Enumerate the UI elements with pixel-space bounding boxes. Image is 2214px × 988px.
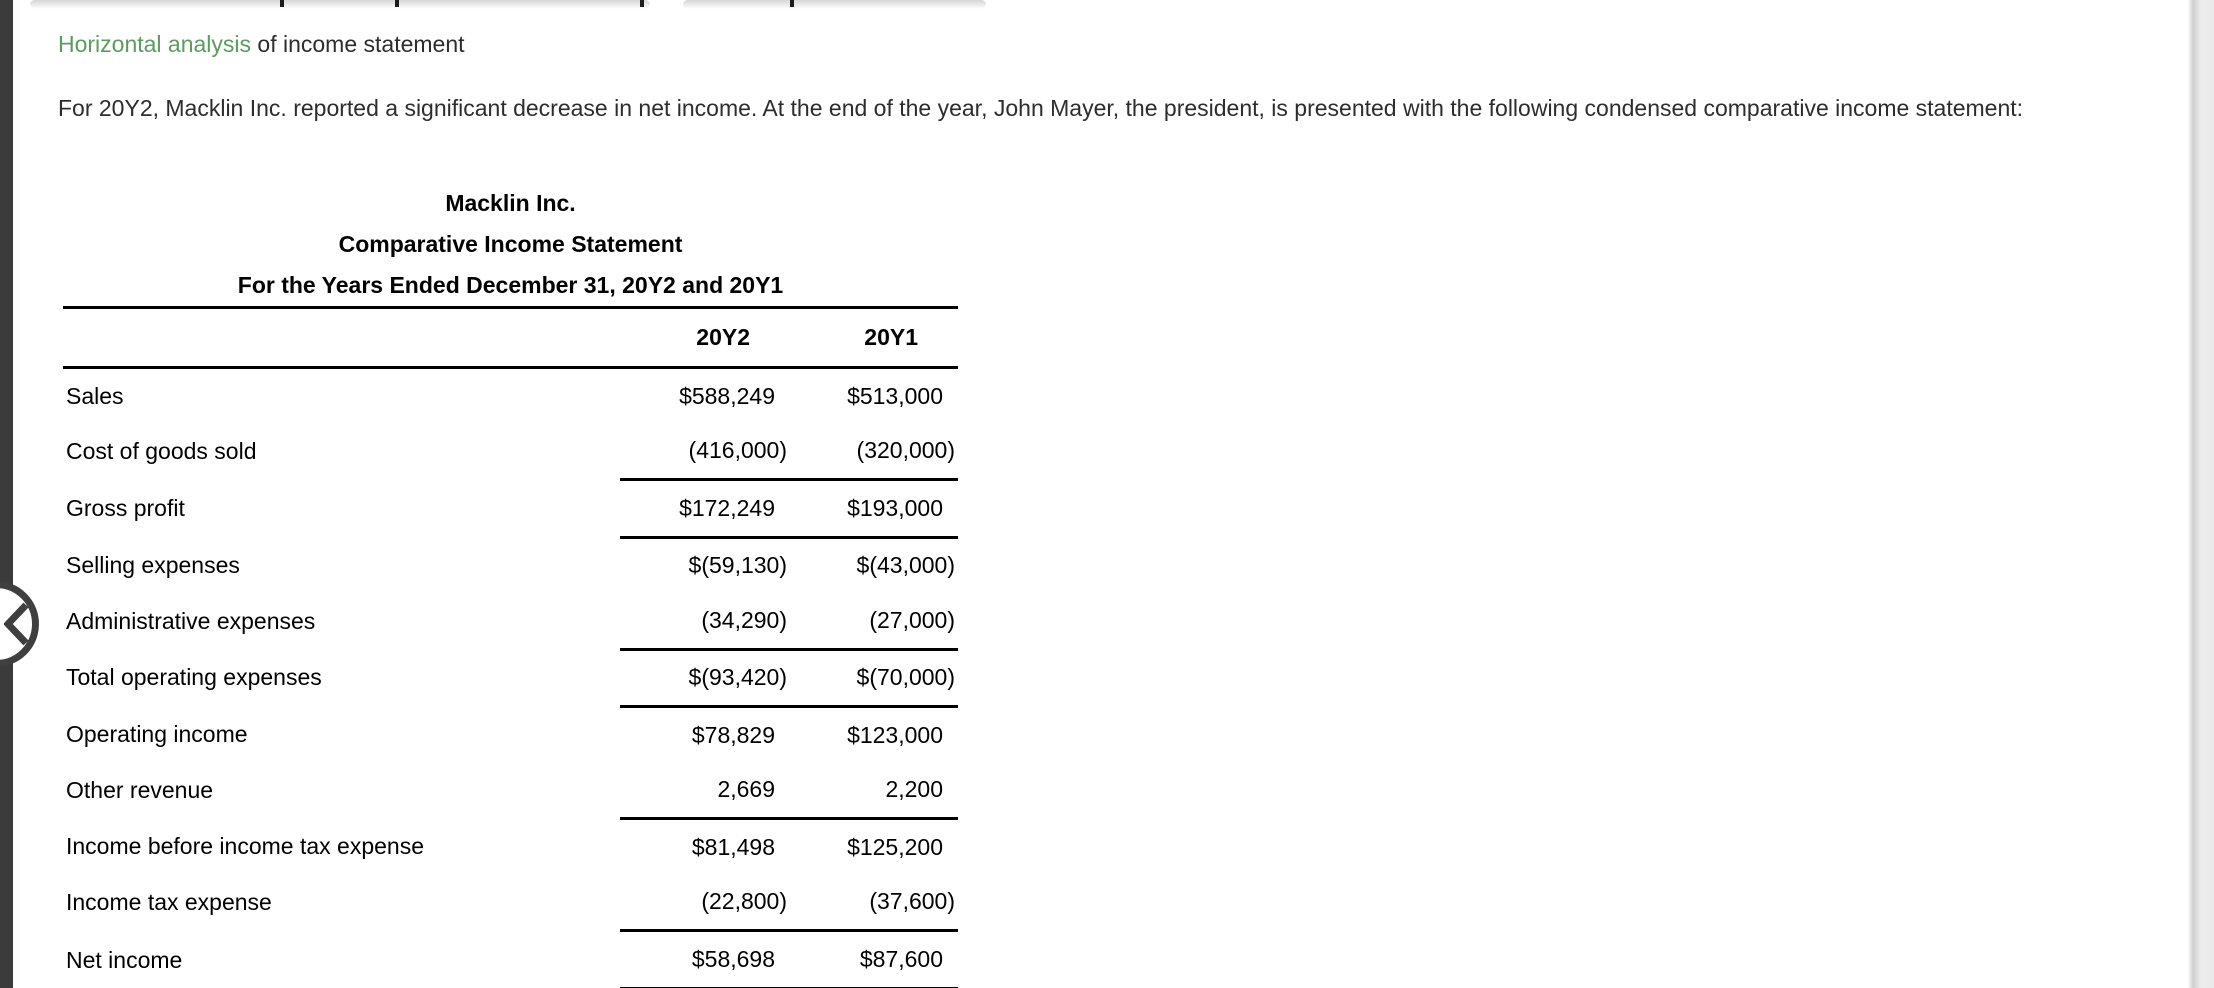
statement-company: Macklin Inc. <box>445 190 576 216</box>
value-20y1: $193,000 <box>790 479 958 539</box>
row-label: Gross profit <box>66 494 185 521</box>
row-label: Total operating expenses <box>66 664 322 691</box>
value-20y1: $(43,000) <box>856 552 955 579</box>
value-20y2: $588,249 <box>679 382 775 409</box>
row-label: Net income <box>66 947 183 974</box>
statement-row: Net income $58,698 $87,600 <box>63 930 958 988</box>
collapse-panel-button[interactable] <box>0 581 39 667</box>
statement-header-row: 20Y2 20Y1 <box>63 306 958 369</box>
value-20y1: $123,000 <box>847 721 943 748</box>
statement-period: For the Years Ended December 31, 20Y2 an… <box>237 272 784 298</box>
statement-row: Selling expenses $(59,130) $(43,000) <box>63 537 958 593</box>
top-clipped-glyph <box>280 0 284 7</box>
row-label: Operating income <box>66 721 248 747</box>
top-clipped-glyph <box>640 0 644 7</box>
row-label: Income tax expense <box>66 889 272 915</box>
statement-row: Cost of goods sold (416,000) (320,000) <box>63 423 958 481</box>
value-20y2: $172,249 <box>620 479 790 539</box>
value-20y2: $78,829 <box>691 721 775 748</box>
statement-title: Comparative Income Statement <box>338 231 683 257</box>
income-statement: Macklin Inc. Comparative Income Statemen… <box>63 183 958 988</box>
statement-table: 20Y2 20Y1 Sales $588,249 $513,000 Cost o… <box>63 306 958 988</box>
column-header-20y2: 20Y2 <box>620 306 790 369</box>
statement-row: Operating income $78,829 $123,000 <box>63 707 958 763</box>
value-20y1: (320,000) <box>790 423 958 481</box>
statement-row: Sales $588,249 $513,000 <box>63 368 958 424</box>
value-20y2: $81,498 <box>691 833 775 860</box>
row-label: Income before income tax expense <box>66 833 424 859</box>
heading-rest-text: of income statement <box>251 31 465 57</box>
value-20y1: 2,200 <box>790 762 958 820</box>
row-label: Other revenue <box>66 777 214 803</box>
section-heading: Horizontal analysis of income statement <box>58 24 465 65</box>
value-20y2: $(93,420) <box>620 649 790 708</box>
value-20y2: (416,000) <box>620 423 790 481</box>
statement-row: Income tax expense (22,800) (37,600) <box>63 874 958 932</box>
statement-row: Gross profit $172,249 $193,000 <box>63 479 958 539</box>
statement-rows: Sales $588,249 $513,000 Cost of goods so… <box>63 368 958 988</box>
chevron-left-icon <box>4 602 29 646</box>
row-label: Sales <box>66 382 124 409</box>
top-clipped-glyph <box>395 0 399 7</box>
left-sidebar-edge <box>0 0 13 988</box>
top-clipped-glyph <box>790 0 794 7</box>
scrollbar-track[interactable] <box>2188 0 2214 988</box>
statement-row: Administrative expenses (34,290) (27,000… <box>63 593 958 651</box>
value-20y1: $513,000 <box>847 382 943 409</box>
value-20y1: $87,600 <box>790 930 958 988</box>
value-20y2: (22,800) <box>620 874 790 932</box>
header-spacer <box>63 306 620 369</box>
horizontal-analysis-link[interactable]: Horizontal analysis <box>58 31 252 57</box>
value-20y2: 2,669 <box>620 762 790 820</box>
top-clipped-content-right <box>683 0 986 9</box>
row-label: Cost of goods sold <box>66 438 257 464</box>
value-20y2: $(59,130) <box>688 552 787 579</box>
value-20y1: (37,600) <box>790 874 958 932</box>
row-label: Administrative expenses <box>66 607 316 634</box>
value-20y2: (34,290) <box>620 593 790 651</box>
column-header-20y1: 20Y1 <box>790 306 958 369</box>
problem-statement: For 20Y2, Macklin Inc. reported a signif… <box>58 95 2024 121</box>
row-label: Selling expenses <box>66 551 240 578</box>
statement-row: Income before income tax expense $81,498… <box>63 819 958 875</box>
value-20y1: (27,000) <box>790 593 958 651</box>
value-20y2: $58,698 <box>620 930 790 988</box>
value-20y1: $125,200 <box>847 833 943 860</box>
statement-row: Total operating expenses $(93,420) $(70,… <box>63 649 958 708</box>
top-clipped-content-left <box>30 0 650 9</box>
statement-row: Other revenue 2,669 2,200 <box>63 762 958 820</box>
value-20y1: $(70,000) <box>790 649 958 708</box>
